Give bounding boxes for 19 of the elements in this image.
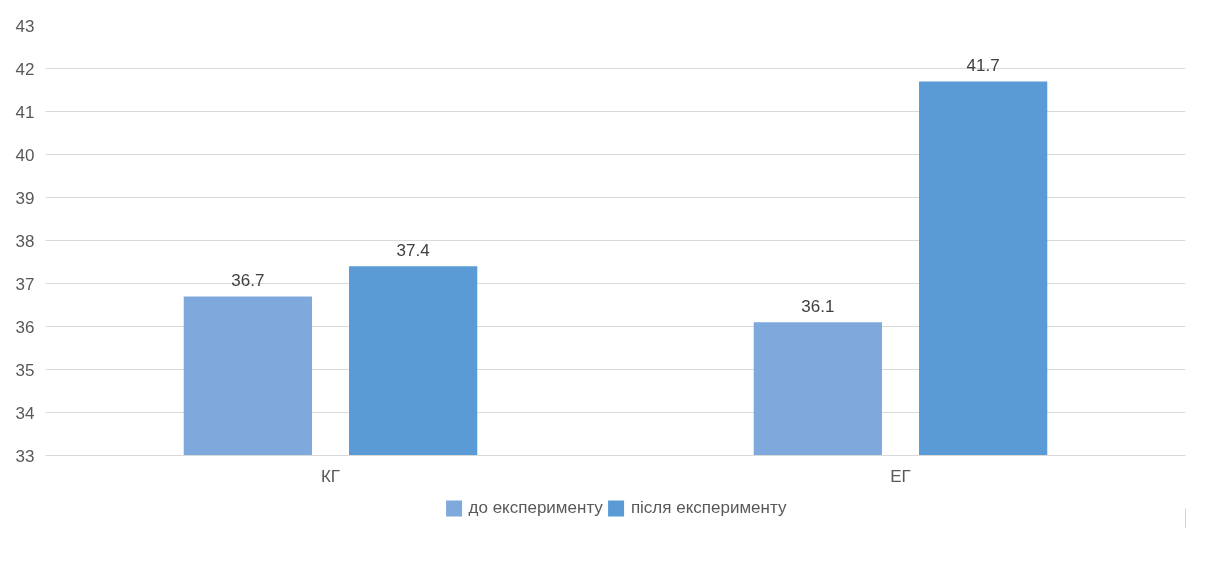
y-tick-label: 37 xyxy=(15,274,35,294)
y-tick-label: 33 xyxy=(15,446,35,466)
y-tick-label: 40 xyxy=(15,145,35,165)
legend-label: до експерименту xyxy=(468,498,603,518)
x-tick-label: ЕГ xyxy=(890,466,911,486)
data-label: 36.1 xyxy=(801,297,835,317)
y-tick-label: 41 xyxy=(15,102,35,122)
data-label: 41.7 xyxy=(966,56,1000,76)
legend-label: після експерименту xyxy=(630,498,787,518)
y-tick-label: 38 xyxy=(15,231,35,251)
y-tick-label: 35 xyxy=(15,360,35,380)
y-tick-label: 36 xyxy=(15,317,35,337)
y-tick-label: 39 xyxy=(15,188,35,208)
data-label: 37.4 xyxy=(396,241,430,261)
y-tick-label: 43 xyxy=(15,16,35,36)
y-tick-label: 42 xyxy=(15,59,35,79)
x-tick-label: КГ xyxy=(320,466,341,486)
data-label: 36.7 xyxy=(231,271,265,291)
y-tick-label: 34 xyxy=(15,403,35,423)
